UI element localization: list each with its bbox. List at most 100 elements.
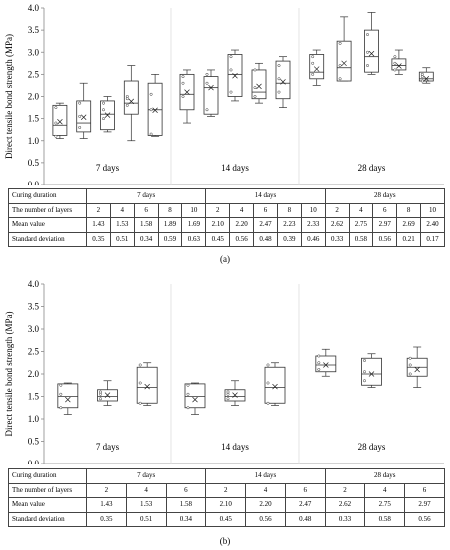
layers-cell: 8 (396, 202, 422, 218)
box-iqr (315, 355, 337, 373)
y-tick-label: 1.5 (28, 392, 40, 402)
data-point (229, 55, 233, 59)
table-row-header: Curing duration (8, 468, 87, 484)
sd-cell: 0.56 (229, 231, 255, 247)
box-iqr (309, 54, 325, 80)
box-item (136, 362, 158, 406)
mean-marker (232, 392, 238, 398)
box-iqr (361, 357, 382, 386)
box-item (52, 102, 68, 139)
box-item (275, 56, 291, 108)
box-iqr (76, 100, 92, 133)
data-point (229, 68, 233, 72)
mean-cell: 1.53 (125, 497, 167, 513)
mean-cell: 1.53 (109, 217, 135, 233)
data-point (54, 106, 58, 110)
box-item (97, 380, 118, 406)
box-iqr (203, 76, 219, 115)
mean-marker (57, 118, 63, 125)
data-point (54, 134, 58, 138)
data-point (59, 383, 63, 387)
data-point (253, 86, 257, 90)
y-tick-label: 0.0 (28, 459, 40, 464)
layers-cell: 2 (324, 202, 350, 218)
data-point (138, 363, 142, 367)
sd-cell: 0.21 (396, 231, 422, 247)
data-point (181, 75, 185, 79)
data-point (393, 61, 397, 65)
group-label: 7 days (96, 163, 120, 173)
table-row: Curing duration 7 days 14 days 28 days (8, 468, 445, 484)
box-item (76, 82, 92, 139)
mean-marker (313, 66, 320, 72)
mean-marker (144, 383, 150, 390)
data-point (78, 126, 82, 129)
y-tick-label: 2.5 (28, 347, 40, 357)
data-point (266, 381, 270, 385)
sd-cell: 0.34 (165, 511, 207, 527)
data-point (311, 72, 315, 76)
data-point (266, 363, 270, 367)
table-row-header: Standard deviation (8, 231, 87, 247)
caption-a: (a) (220, 254, 230, 264)
y-tick-label: 3.0 (28, 324, 40, 334)
data-point (266, 401, 270, 405)
box-item (147, 74, 163, 137)
data-point (149, 108, 153, 112)
mean-cell: 2.20 (229, 217, 255, 233)
y-tick-label: 3.5 (28, 25, 40, 35)
data-point (186, 383, 190, 387)
data-point (138, 381, 142, 385)
mean-marker (192, 396, 198, 403)
y-tick-label: 3.0 (28, 47, 40, 57)
mean-cell: 2.47 (284, 497, 326, 513)
mean-cell: 2.97 (404, 497, 445, 513)
box-iqr (275, 60, 291, 100)
data-point (393, 55, 397, 59)
table-row: Mean value 1.43 1.53 1.58 1.89 1.69 2.10 2.20 2.… (8, 217, 445, 233)
sd-cell: 0.33 (324, 511, 366, 527)
group-label: 28 days (358, 442, 386, 452)
data-point (311, 55, 315, 59)
sd-cell: 0.51 (109, 231, 135, 247)
table-row: Mean value 1.43 1.53 1.58 2.10 2.20 2.47 2.62 2.… (8, 497, 445, 513)
y-tick-label: 2.5 (28, 69, 40, 79)
stats-table-b: Curing duration 7 days 14 days 28 days The n… (8, 468, 445, 527)
layers-cell: 8 (157, 202, 183, 218)
figure-b: 0.0 0.5 1.0 1.5 2.0 2.5 3.0 3.5 4.0 Direct tensil… (0, 274, 450, 550)
mean-marker (184, 89, 190, 95)
sd-cell: 0.48 (253, 231, 278, 247)
data-point (138, 401, 142, 405)
mean-cell: 2.33 (300, 217, 326, 233)
box-item (406, 346, 428, 388)
data-point (205, 72, 209, 76)
data-point (338, 64, 342, 67)
box-item (391, 49, 407, 75)
table-row: The number of layers 2 4 6 2 4 6 2 4 6 (8, 482, 445, 498)
box-iqr (364, 29, 379, 73)
layers-cell: 10 (420, 202, 445, 218)
box-item (361, 353, 382, 388)
stats-table-a: Curing duration 7 days 14 days 28 days The n… (8, 188, 445, 247)
data-point (149, 92, 153, 96)
box-item (123, 65, 139, 142)
data-point (311, 61, 315, 65)
mean-cell: 2.62 (324, 497, 366, 513)
data-point (205, 81, 209, 85)
mean-cell: 1.43 (86, 217, 111, 233)
layers-cell: 4 (245, 482, 286, 498)
mean-cell: 1.69 (181, 217, 207, 233)
y-axis-label: Direct tensile bond strength (MPa) (4, 34, 14, 159)
box-item (336, 16, 352, 82)
box-iqr (52, 104, 68, 136)
data-point (338, 41, 342, 45)
data-point (226, 397, 230, 401)
mean-cell: 1.58 (133, 217, 159, 233)
mean-marker (341, 60, 347, 67)
layers-cell: 4 (229, 202, 255, 218)
y-tick-label: 2.0 (28, 92, 40, 102)
table-row-header: The number of layers (8, 482, 87, 498)
layers-cell: 6 (253, 202, 278, 218)
group-header-cell: 14 days (205, 188, 326, 204)
data-point (186, 406, 190, 410)
